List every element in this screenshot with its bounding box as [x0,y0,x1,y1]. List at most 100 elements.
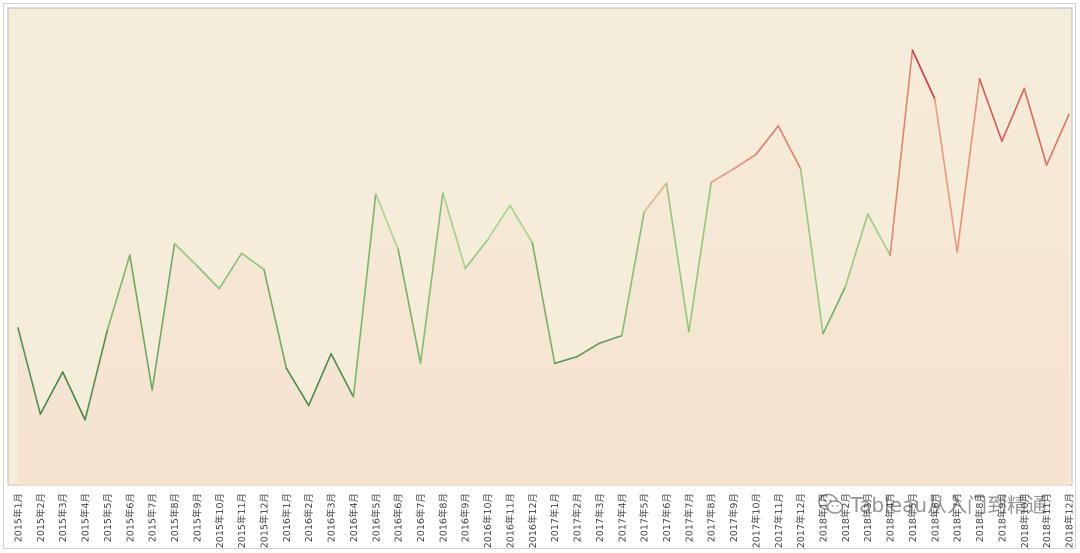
x-tick-label: 2016年12月 [527,493,539,548]
data-point[interactable] [553,361,557,365]
data-point[interactable] [687,330,691,334]
line-segment [889,49,914,256]
x-tick-label: 2017年5月 [639,493,651,542]
x-tick-label: 2017年12月 [795,493,807,548]
x-tick-label: 2015年10月 [214,493,226,548]
data-point[interactable] [105,328,109,332]
data-point[interactable] [173,242,177,246]
data-point[interactable] [978,77,982,81]
x-tick-label: 2018年3月 [862,493,874,542]
data-point[interactable] [799,167,803,171]
x-tick-label: 2016年3月 [326,493,338,542]
data-point[interactable] [16,326,20,330]
data-point[interactable] [843,285,847,289]
data-point[interactable] [1000,139,1004,143]
data-point[interactable] [463,267,467,271]
x-tick-label: 2016年8月 [437,493,449,542]
data-point[interactable] [776,124,780,128]
data-point[interactable] [83,418,87,422]
line-segment [196,264,221,290]
x-tick-label: 2015年2月 [35,493,47,542]
data-point[interactable] [195,264,199,268]
data-point[interactable] [1045,163,1049,167]
x-tick-label: 2016年1月 [281,493,293,542]
area-chart: 2015年1月 2015年2月 2015年3月 2015年4月 2015年5月 2015年… [7,7,1076,548]
x-tick-label: 2015年4月 [80,493,92,542]
x-tick-label: 2015年8月 [169,493,181,542]
data-point[interactable] [888,253,892,257]
line-segment [710,168,735,184]
data-point[interactable] [642,210,646,214]
x-tick-label: 2016年5月 [370,493,382,542]
data-point[interactable] [508,203,512,207]
data-point[interactable] [240,251,244,255]
line-segment [822,285,847,335]
data-point[interactable] [620,334,624,338]
line-segment [844,213,869,288]
line-segment [397,248,422,365]
line-segment [911,49,936,100]
line-segment [799,168,824,335]
data-point[interactable] [262,267,266,271]
line-segment [106,254,131,331]
line-segment [263,268,288,369]
line-segment [61,371,86,421]
x-tick-label: 2016年7月 [415,493,427,542]
data-point[interactable] [664,181,668,185]
data-point[interactable] [732,167,736,171]
data-point[interactable] [441,191,445,195]
line-segment [442,192,467,270]
x-tick-label: 2016年9月 [460,493,472,542]
data-point[interactable] [486,238,490,242]
data-point[interactable] [396,247,400,251]
line-segment [777,125,802,170]
data-point[interactable] [307,404,311,408]
line-segment [509,204,534,244]
data-point[interactable] [419,361,423,365]
data-point[interactable] [821,332,825,336]
data-point[interactable] [597,341,601,345]
x-tick-label: 2015年1月 [13,493,25,542]
x-tick-label: 2017年2月 [572,493,584,542]
data-point[interactable] [61,370,65,374]
data-point[interactable] [955,250,959,254]
data-point[interactable] [933,97,937,101]
x-tick-label: 2015年11月 [236,493,248,548]
x-tick-label: 2015年6月 [124,493,136,542]
x-tick-label: 2018年4月 [885,493,897,542]
x-tick-label: 2017年4月 [616,493,628,542]
data-point[interactable] [217,287,221,291]
line-segment [866,213,891,256]
x-tick-label: 2017年11月 [773,493,785,548]
data-point[interactable] [374,192,378,196]
area-fill [18,50,1069,485]
data-point[interactable] [284,366,288,370]
data-point[interactable] [150,388,154,392]
data-point[interactable] [1067,112,1071,116]
data-point[interactable] [910,48,914,52]
data-point[interactable] [38,412,42,416]
line-segment [978,78,1003,142]
x-tick-label: 2018年10月 [1019,493,1031,548]
line-segment [956,78,981,254]
line-segment [665,182,690,333]
data-point[interactable] [329,352,333,356]
data-point[interactable] [754,153,758,157]
data-point[interactable] [709,180,713,184]
line-segment [643,182,668,213]
line-segment [307,352,332,407]
x-tick-label: 2015年5月 [102,493,114,542]
line-segment [352,193,377,398]
x-tick-label: 2017年10月 [750,493,762,548]
data-point[interactable] [575,355,579,359]
line-segment [129,254,153,391]
x-tick-label: 2018年11月 [1041,493,1053,548]
line-segment [84,329,109,421]
line-segment [218,252,243,290]
data-point[interactable] [351,395,355,399]
data-point[interactable] [128,253,132,257]
data-point[interactable] [866,212,870,216]
data-point[interactable] [530,241,534,245]
x-tick-label: 2016年10月 [482,493,494,548]
data-point[interactable] [1022,86,1026,90]
